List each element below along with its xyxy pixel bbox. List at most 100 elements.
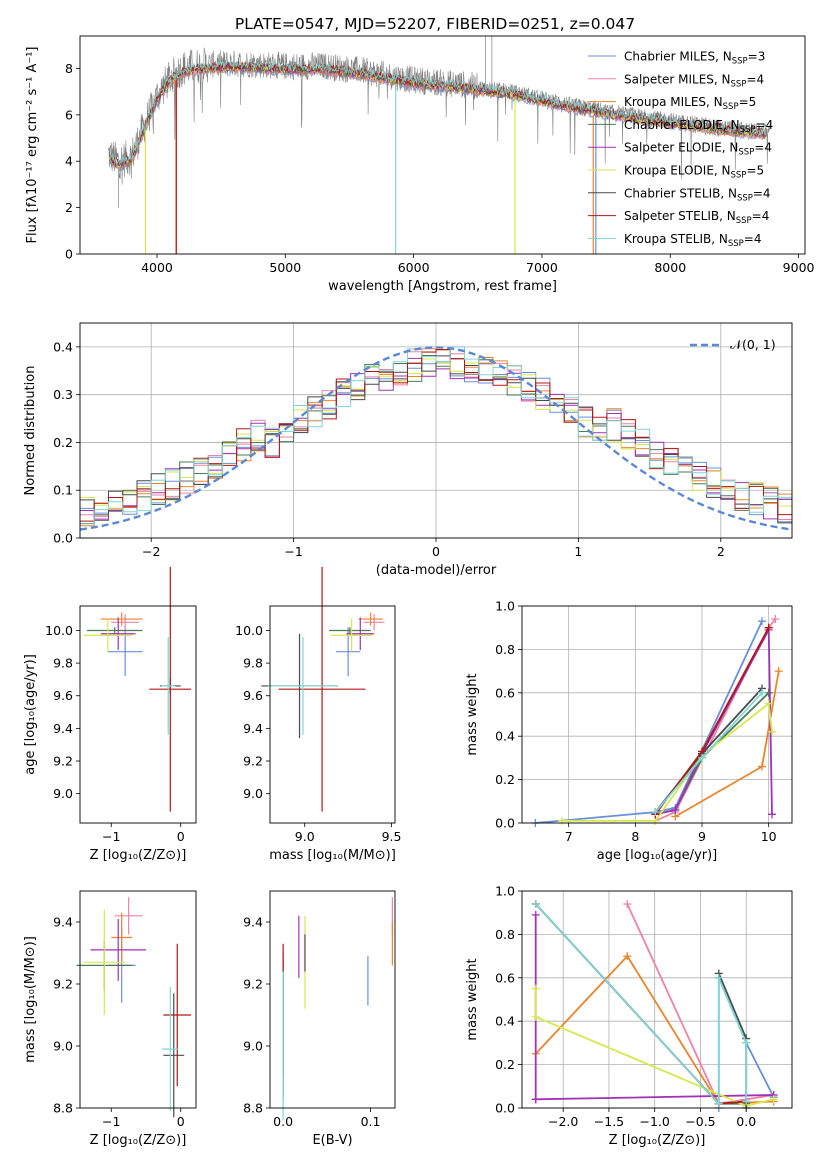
y-tick-label: 0.6	[495, 970, 515, 985]
x-axis-label: Z [log₁₀(Z/Z⊙)]	[90, 848, 187, 863]
axes-age-vs-mass: 9.0 9.5 9.0 9.2 9.4 9.6 9.8 10.0 mass [log₁₀(M/M…	[235, 623, 401, 863]
x-tick-label: −1	[284, 544, 302, 559]
y-tick-label: 0.0	[495, 816, 515, 831]
legend-nssp: =4	[753, 186, 771, 200]
y-tick-label: 0.0	[53, 531, 73, 546]
weight-marker	[714, 1099, 723, 1108]
weight-marker	[769, 1095, 778, 1104]
weight-marker	[714, 973, 723, 982]
weight-marker	[758, 688, 766, 697]
legend-entry: Kroupa ELODIE, NSSP=5	[624, 164, 764, 181]
y-tick-label: 9.0	[53, 786, 73, 801]
weight-marker	[768, 810, 776, 819]
x-tick-label: 5000	[269, 260, 301, 275]
x-tick-label: 10	[761, 829, 777, 844]
y-tick-label: 10.0	[45, 623, 73, 638]
y-tick-label: 9.0	[243, 1039, 263, 1054]
x-axis-label: Z [log₁₀(Z/Z⊙)]	[609, 1133, 706, 1148]
legend-subscript: SSP	[723, 102, 739, 112]
x-tick-label: 0	[177, 1114, 185, 1129]
axes-mass-vs-Z: −1 0 8.8 9.0 9.2 9.4 Z [log₁₀(Z/Z⊙)] mass [log₁…	[23, 915, 186, 1149]
x-tick-label: 8000	[654, 260, 686, 275]
x-axis-label: E(B-V)	[312, 1133, 352, 1148]
x-tick-label: −0.5	[685, 1114, 715, 1129]
weight-marker	[671, 805, 680, 814]
legend-subscript: SSP	[728, 239, 744, 249]
weight-marker	[623, 952, 632, 961]
weight-marker	[651, 808, 660, 817]
axes-age-vs-Z: −1 0 9.0 9.2 9.4 9.6 9.8 10.0 Z [log₁₀(Z/Z⊙)] age…	[23, 623, 186, 863]
legend-entry: Chabrier STELIB, NSSP=4	[624, 186, 771, 203]
y-tick-label: 9.4	[243, 915, 263, 930]
y-tick-label: 9.8	[243, 656, 263, 671]
legend-entry: Salpeter STELIB, NSSP=4	[624, 209, 769, 226]
legend-subscript: SSP	[740, 125, 756, 135]
age-vs-mass-frame	[269, 605, 396, 824]
figure-title: PLATE=0547, MJD=52207, FIBERID=0251, z=0…	[235, 15, 635, 33]
legend-nssp: =4	[744, 232, 762, 246]
weight-marker	[774, 667, 783, 676]
y-axis-label: mass weight	[465, 673, 480, 755]
legend-subscript: SSP	[737, 193, 753, 203]
legend-subscript: SSP	[736, 216, 752, 226]
y-axis-label: mass weight	[465, 958, 480, 1040]
legend-subscript: SSP	[731, 171, 747, 181]
y-axis-label: Flux [fλ10⁻¹⁷ erg cm⁻² s⁻¹ A⁻¹]	[25, 47, 40, 244]
y-tick-label: 1.0	[495, 884, 515, 899]
x-axis-label: (data-model)/error	[376, 563, 497, 578]
x-tick-label: 2	[717, 544, 725, 559]
axes-spectrum: 4000 5000 6000 7000 8000 9000 0 2 4 6 8 wavelength …	[25, 47, 815, 295]
legend-nssp: =4	[752, 209, 770, 223]
y-tick-label: 9.4	[53, 721, 73, 736]
weight-marker	[771, 615, 780, 624]
y-tick-label: 9.0	[243, 786, 263, 801]
y-tick-label: 9.4	[243, 721, 263, 736]
legend-nssp: =5	[739, 95, 757, 109]
weight-marker	[742, 1038, 751, 1047]
y-tick-label: 0.4	[495, 729, 515, 744]
x-tick-label: 0	[432, 544, 440, 559]
residuals-frame	[79, 322, 793, 539]
y-tick-label: 9.2	[53, 977, 73, 992]
legend-entry: Kroupa MILES, NSSP=5	[624, 95, 756, 112]
x-tick-label: −1	[102, 829, 120, 844]
x-tick-label: −1.5	[594, 1114, 624, 1129]
legend-entry: Chabrier ELODIE, NSSP=4	[624, 118, 773, 135]
y-tick-label: 9.8	[53, 656, 73, 671]
y-tick-label: 9.0	[53, 1039, 73, 1054]
residual-histogram	[80, 346, 792, 525]
x-tick-label: −1	[102, 1114, 120, 1129]
weight-marker	[531, 900, 540, 909]
axes-mass-vs-ebv: 0.0 0.1 8.8 9.0 9.2 9.4 E(B-V)	[243, 915, 380, 1149]
x-tick-label: 6000	[398, 260, 430, 275]
y-tick-label: 0.8	[495, 927, 515, 942]
weight-line	[655, 626, 773, 816]
x-axis-label: age [log₁₀(age/yr)]	[597, 848, 718, 863]
axes-residuals: −2 −1 0 1 2 0.0 0.1 0.2 0.3 0.4 (data-model)/error…	[23, 323, 792, 578]
x-tick-label: 9.5	[382, 829, 402, 844]
weight-marker	[764, 623, 773, 632]
x-tick-label: 7	[565, 829, 573, 844]
x-tick-label: 1	[574, 544, 582, 559]
y-tick-label: 9.4	[53, 915, 73, 930]
weight-line	[654, 627, 770, 815]
x-axis-label: wavelength [Angstrom, rest frame]	[328, 279, 557, 294]
y-tick-label: 2	[65, 200, 73, 215]
y-tick-label: 0.3	[53, 387, 73, 402]
y-tick-label: 9.6	[53, 688, 73, 703]
legend-nssp: =5	[746, 164, 764, 178]
y-tick-label: 9.2	[243, 754, 263, 769]
y-tick-label: 0.4	[53, 339, 73, 354]
y-axis-label: age [log₁₀(age/yr)]	[23, 654, 38, 775]
x-axis-label: mass [log₁₀(M/M⊙)]	[269, 848, 396, 863]
age-vs-Z-frame	[79, 605, 197, 824]
legend-nssp: =4	[754, 141, 772, 155]
x-tick-label: 8	[631, 829, 639, 844]
y-tick-label: 8.8	[53, 1101, 73, 1116]
x-tick-label: −2.0	[548, 1114, 578, 1129]
weight-marker	[742, 1097, 751, 1106]
y-tick-label: 8.8	[243, 1101, 263, 1116]
legend-subscript: SSP	[731, 79, 747, 89]
residual-histogram	[80, 355, 792, 524]
